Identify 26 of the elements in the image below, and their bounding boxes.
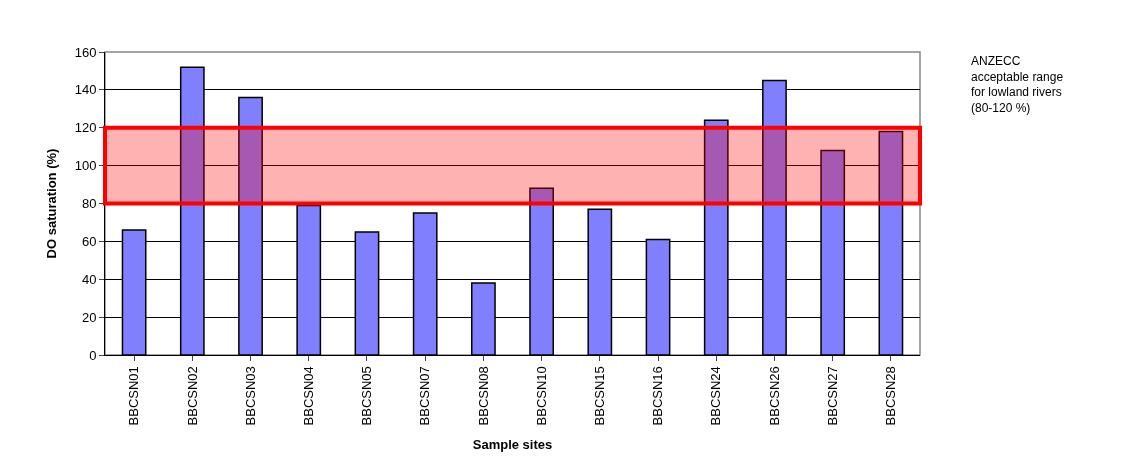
x-tick-label: BBCSN03 [242, 366, 258, 426]
y-tick-label: 140 [74, 82, 97, 98]
x-tick-label: BBCSN05 [359, 366, 375, 426]
x-tick-label: BBCSN07 [417, 366, 433, 426]
x-tick-label: BBCSN08 [475, 366, 491, 426]
x-tick-label: BBCSN16 [650, 366, 666, 426]
x-tick-label: BBCSN28 [883, 366, 899, 426]
y-tick-label: 40 [81, 271, 97, 287]
x-tick-label: BBCSN10 [533, 366, 549, 426]
x-tick-label: BBCSN01 [126, 366, 142, 426]
y-tick-label: 80 [81, 196, 97, 212]
x-tick-label: BBCSN15 [592, 366, 608, 426]
x-tick-label: BBCSN04 [300, 366, 316, 426]
y-tick-label: 60 [81, 233, 97, 249]
x-axis-title: Sample sites [472, 437, 553, 453]
y-tick-label: 20 [81, 309, 97, 325]
text: ANZECC acceptable range for lowland rivers (80-120 %) [971, 54, 1064, 115]
y-tick-label: 0 [89, 347, 97, 363]
y-tick-label: 100 [74, 158, 97, 174]
x-tick-label: BBCSN02 [184, 366, 200, 426]
x-tick-label: BBCSN27 [824, 366, 840, 426]
y-tick-label: 120 [74, 120, 97, 136]
x-tick-label: BBCSN24 [708, 366, 724, 426]
y-axis-title: DO saturation (%) [43, 148, 59, 259]
x-tick-label: BBCSN26 [766, 366, 782, 426]
y-tick-label: 160 [74, 44, 97, 60]
